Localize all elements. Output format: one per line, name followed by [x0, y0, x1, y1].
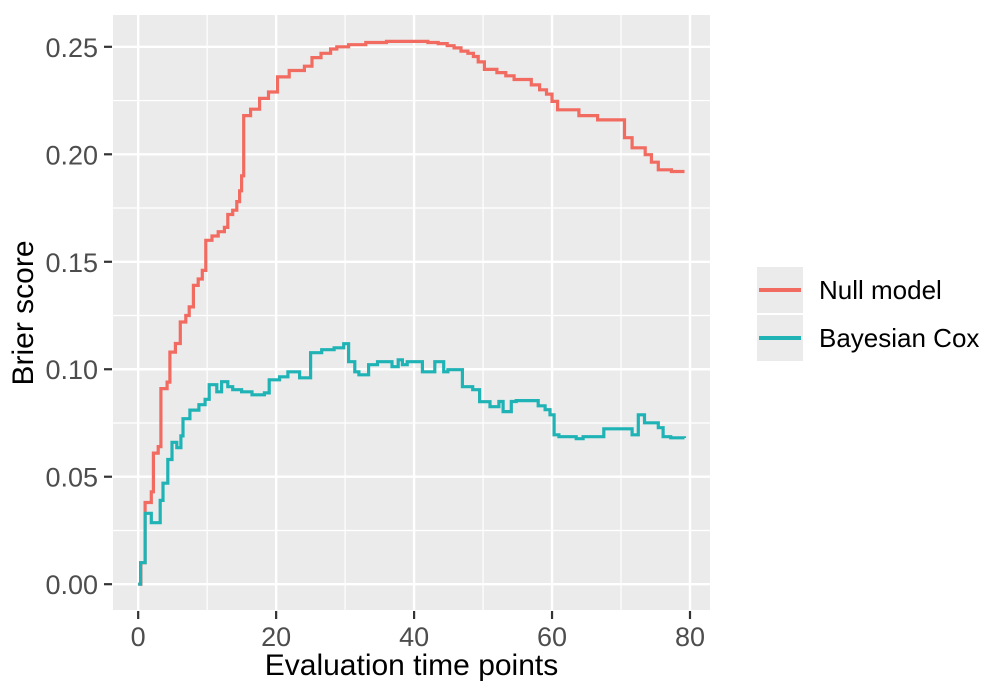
y-tick-label-0.00: 0.00	[45, 570, 98, 600]
legend-key-bayesian-cox	[757, 315, 803, 361]
series-line-null-model	[138, 39, 685, 586]
legend-item-null-model: Null model	[757, 267, 979, 313]
x-tick-label-40: 40	[399, 622, 429, 652]
series-line-bayesian-cox	[138, 342, 687, 586]
y-axis-title: Brier score	[7, 240, 40, 386]
y-tick-label-0.10: 0.10	[45, 355, 98, 385]
legend-item-bayesian-cox: Bayesian Cox	[757, 315, 979, 361]
legend-label-null-model: Null model	[819, 274, 942, 305]
x-tick-label-20: 20	[261, 622, 291, 652]
y-tick-label-0.25: 0.25	[45, 33, 98, 63]
y-tick-label-0.05: 0.05	[45, 463, 98, 493]
y-tick-label-0.15: 0.15	[45, 248, 98, 278]
x-tick-label-60: 60	[537, 622, 567, 652]
legend-key-line-icon	[759, 336, 801, 340]
x-tick-label-0: 0	[131, 622, 146, 652]
legend-key-null-model	[757, 267, 803, 313]
legend: Null model Bayesian Cox	[757, 267, 979, 361]
legend-label-bayesian-cox: Bayesian Cox	[819, 322, 980, 353]
x-axis-title: Evaluation time points	[264, 649, 559, 682]
legend-key-line-icon	[759, 288, 801, 292]
plot-panel	[113, 15, 710, 610]
y-tick-label-0.20: 0.20	[45, 140, 98, 170]
x-tick-label-80: 80	[675, 622, 705, 652]
